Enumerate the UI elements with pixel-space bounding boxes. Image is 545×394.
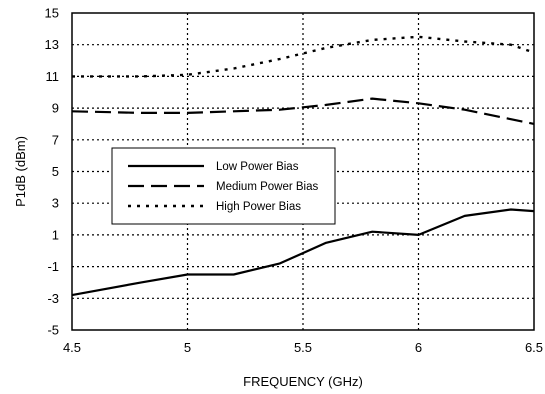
y-tick-label: -3 (47, 291, 59, 306)
y-axis-title: P1dB (dBm) (13, 136, 28, 207)
series-line-2 (72, 35, 535, 78)
y-tick-label: 11 (46, 69, 60, 84)
legend: Low Power Bias Medium Power Bias High Po… (111, 147, 336, 225)
y-tick-label: 7 (52, 132, 59, 147)
series-line-0 (71, 208, 535, 297)
x-tick-label: 4.5 (63, 340, 81, 355)
legend-label-high-power: High Power Bias (216, 201, 301, 213)
y-tick-label: 3 (52, 196, 59, 211)
y-tick-label: -5 (47, 323, 59, 338)
y-tick-label: 9 (52, 101, 59, 116)
series-lines (71, 35, 535, 297)
x-tick-label: 5 (184, 340, 191, 355)
y-tick-label: 1 (52, 227, 59, 242)
plot-frame (71, 12, 535, 331)
x-axis-title: FREQUENCY (GHz) (243, 374, 363, 389)
y-tick-label: 5 (52, 164, 59, 179)
legend-box (111, 147, 336, 225)
y-tick-label: 13 (45, 37, 59, 52)
x-tick-label: 5.5 (294, 340, 312, 355)
series-line-1 (71, 97, 535, 125)
legend-label-low-power: Low Power Bias (216, 161, 299, 173)
x-tick-label: 6 (415, 340, 422, 355)
legend-label-medium-power: Medium Power Bias (216, 181, 319, 193)
y-tick-label: 15 (45, 6, 59, 21)
x-tick-label: 6.5 (525, 340, 543, 355)
y-tick-label: -1 (47, 259, 59, 274)
